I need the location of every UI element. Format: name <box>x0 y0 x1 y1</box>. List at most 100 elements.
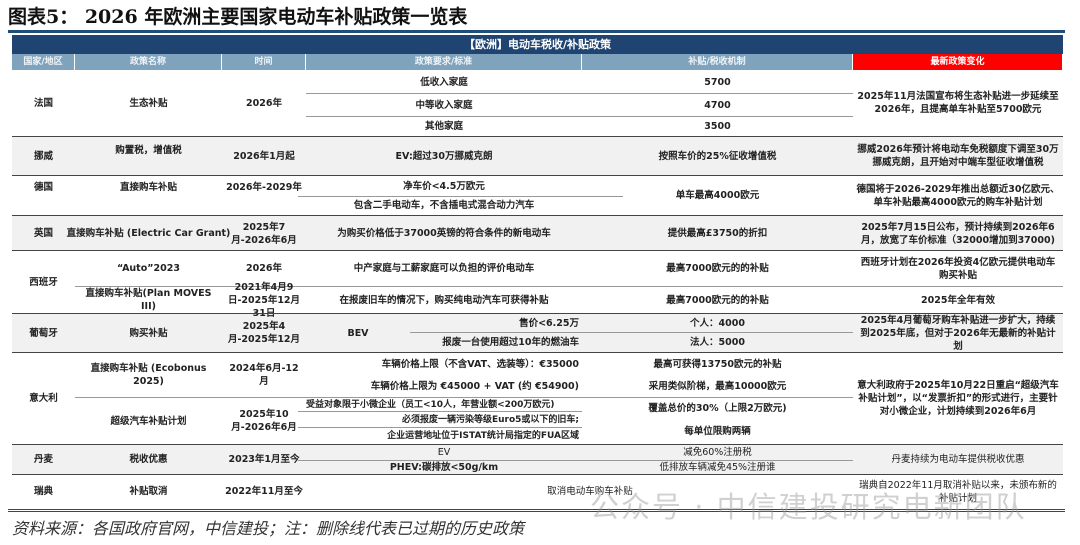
mechanism: 法人：5000 <box>690 337 745 348</box>
country: 葡萄牙 <box>29 327 58 339</box>
country: 意大利 <box>29 393 58 404</box>
source-note: 资料来源：各国政府官网，中信建投；注：删除线代表已过期的历史政策 <box>12 519 525 538</box>
country: 英国 <box>33 228 53 239</box>
policy-name: 购置税，增值税 <box>115 144 182 156</box>
row-divider <box>12 474 1063 475</box>
country: 瑞典 <box>33 486 53 497</box>
figure-title: 图表5： 2026 年欧洲主要国家电动车补贴政策一览表 <box>8 6 468 28</box>
header-country: 国家/地区 <box>12 54 75 70</box>
latest-change: 德国将于2026-2029年推出总额近30亿欧元、单车补贴最高4000欧元的购车… <box>856 183 1060 208</box>
mechanism: 取消电动车购车补贴 <box>547 486 633 497</box>
policy-name: 税收优惠 <box>129 454 168 465</box>
time: 2026年 <box>246 97 282 109</box>
latest-change: 丹麦持续为电动车提供税收优惠 <box>891 454 1025 465</box>
time: 2025年7月-2026年6月 <box>231 221 297 246</box>
requirement: 包含二手电动车，不含插电式混合动力汽车 <box>353 200 535 211</box>
mechanism: 单车最高4000欧元 <box>675 190 760 201</box>
requirement: 中产家庭与工薪家庭可以负担的评价电动车 <box>353 263 535 274</box>
latest-change: 意大利政府于2025年10月22日重启“超级汽车补贴计划”，以“发票折扣”的形式… <box>857 380 1059 417</box>
policy-name: 直接购车补贴 (Electric Car Grant) <box>66 228 231 239</box>
latest-change: 西班牙计划在2026年投资4亿欧元提供电动车购买补贴 <box>860 256 1056 281</box>
requirement: 受益对象限于小微企业（员工<10人，年营业额<200万欧元) <box>306 399 555 410</box>
policy-name: “Auto”2023 <box>117 263 180 274</box>
requirement: EV <box>437 447 451 458</box>
requirement: EV:超过30万挪威克朗 <box>395 150 493 162</box>
requirement: 为购买价格低于37000英镑的符合条件的新电动车 <box>337 228 551 239</box>
policy-name: 生态补贴 <box>129 97 168 109</box>
divider <box>298 411 582 412</box>
header-time: 时间 <box>222 54 306 70</box>
time: 2023年1月至今 <box>228 454 300 465</box>
row-divider <box>12 352 1063 353</box>
row-bg-uk <box>12 216 1063 251</box>
row-divider <box>12 136 1063 137</box>
country: 德国 <box>33 181 53 193</box>
header-latest: 最新政策变化 <box>853 54 1063 70</box>
divider <box>410 332 853 333</box>
policy-name: 直接购车补贴(Plan MOVES III) <box>85 288 212 312</box>
divider <box>75 286 1063 287</box>
time: 2022年11月至今 <box>225 486 303 497</box>
latest-change: 2025年4月葡萄牙购车补贴进一步扩大，持续到2025年底，但对于2026年无最… <box>860 314 1056 352</box>
mechanism: 最高可获得13750欧元的补贴 <box>653 358 782 370</box>
mechanism: 采用类似阶梯，最高10000欧元 <box>648 380 787 392</box>
header-mechanism: 补贴/税收机制 <box>582 54 853 70</box>
mechanism: 按照车价的25%征收增值税 <box>658 150 777 162</box>
row-divider <box>12 444 1063 445</box>
divider <box>298 427 582 428</box>
row-divider <box>12 215 1063 216</box>
time: 2025年4月-2025年12月 <box>227 321 301 345</box>
policy-name: 超级汽车补贴计划 <box>110 415 187 427</box>
row-divider <box>12 250 1063 251</box>
requirement: 低收入家庭 <box>420 76 468 88</box>
requirement: 车辆价格上限为 €45000 + VAT (约 €54900) <box>370 380 579 392</box>
latest-change: 瑞典自2022年11月取消补贴以来，未颁布新的补贴计划 <box>859 479 1057 504</box>
mechanism: 3500 <box>704 121 731 132</box>
title-rule <box>8 30 1065 33</box>
row-divider <box>12 313 1063 314</box>
policy-name: 直接购车补贴 (Ecobonus 2025) <box>90 363 207 387</box>
table-bottom-rule <box>8 509 1065 512</box>
mechanism: 个人：4000 <box>690 318 745 329</box>
divider <box>306 93 853 94</box>
mechanism: 覆盖总价的30%（上限2万欧元) <box>648 402 787 414</box>
row-divider <box>12 175 1063 176</box>
policy-name: 购买补贴 <box>129 327 168 339</box>
latest-change: 2025年全年有效 <box>921 294 995 306</box>
header-requirements: 政策要求/标准 <box>306 54 582 70</box>
divider <box>306 116 853 117</box>
divider <box>298 460 853 461</box>
requirement: 报废一台使用超过10年的燃油车 <box>442 337 579 348</box>
requirement: 在报废旧车的情况下，购买纯电动汽车可获得补贴 <box>339 294 549 306</box>
mechanism: 低排放车辆减免45%注册谁 <box>659 461 776 473</box>
country: 西班牙 <box>29 276 58 288</box>
time: 2024年6月-12月 <box>229 363 299 387</box>
requirement-type: BEV <box>347 327 369 339</box>
mechanism: 4700 <box>704 100 731 111</box>
mechanism: 最高7000欧元的的补贴 <box>666 294 769 306</box>
latest-change: 2025年11月法国宣布将生态补贴进一步延续至2026年，且提高单车补贴至570… <box>857 91 1059 115</box>
policy-name: 直接购车补贴 <box>119 181 177 193</box>
header-policy: 政策名称 <box>75 54 222 70</box>
divider <box>75 397 853 398</box>
time: 2026年 <box>246 263 282 274</box>
requirement: 净车价<4.5万欧元 <box>403 180 485 192</box>
requirement: 车辆价格上限（不含VAT、选装等）：€35000 <box>381 358 579 370</box>
mechanism: 最高7000欧元的的补贴 <box>666 263 769 274</box>
table-banner: 【欧洲】电动车税收/补贴政策 <box>12 35 1063 54</box>
row-bg-norway <box>12 137 1063 175</box>
mechanism: 5700 <box>704 76 731 88</box>
mechanism: 减免60%注册税 <box>683 447 752 458</box>
requirement: PHEV:碳排放<50g/km <box>389 461 499 473</box>
policy-name: 补贴取消 <box>129 486 168 497</box>
divider <box>298 196 623 197</box>
latest-change: 挪威2026年预计将电动车免税额度下调至30万挪威克朗，且开始对中端车型征收增值… <box>857 144 1059 168</box>
watermark: 公众号 · 中信建投研究电新团队 <box>590 490 1027 524</box>
requirement: 必须报废一辆污染等级Euro5或以下的旧车; <box>401 414 579 425</box>
time: 2026年1月起 <box>233 150 295 162</box>
requirement: 企业运营地址位于ISTAT统计局指定的FUA区域 <box>387 430 579 441</box>
time: 2021年4月9日-2025年12月31日 <box>227 281 301 319</box>
country: 丹麦 <box>33 454 53 465</box>
time: 2025年10月-2026年6月 <box>231 409 297 433</box>
mechanism: 提供最高£3750的折扣 <box>667 228 768 239</box>
